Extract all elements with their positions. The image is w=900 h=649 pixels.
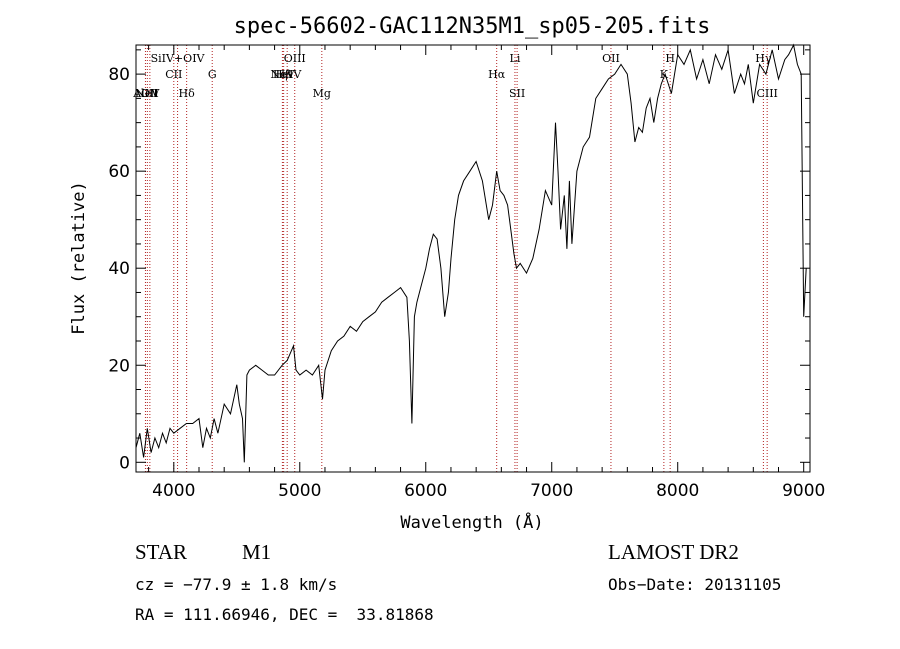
- line-marker-label: Hβ: [276, 68, 292, 81]
- line-marker-label: Hδ: [179, 87, 196, 100]
- line-marker-label: Hγ: [755, 52, 772, 65]
- line-marker-label: H: [665, 52, 675, 65]
- y-tick-label: 40: [108, 259, 130, 279]
- chart-title: spec-56602-GAC112N35M1_sp05-205.fits: [234, 14, 711, 39]
- coordinates-info: RA = 111.66946, DEC = 33.81868: [135, 605, 434, 624]
- y-tick-label: 80: [108, 65, 130, 85]
- line-marker-label: Hα: [488, 68, 506, 81]
- line-marker-label: SII: [509, 87, 525, 100]
- x-tick-label: 9000: [782, 481, 825, 501]
- line-markers: AlIIINeVOIISiIV+OIVCIIHδGOIIINeVHβHeIVMg…: [132, 45, 778, 472]
- y-axis-ticks: 0 20 40 60 80: [108, 49, 810, 473]
- line-marker-label: CIII: [756, 87, 777, 100]
- survey-name: LAMOST DR2: [608, 540, 739, 564]
- y-tick-label: 20: [108, 356, 130, 376]
- x-tick-label: 4000: [152, 481, 195, 501]
- y-axis-title: Flux (relative): [69, 181, 89, 335]
- object-subclass: M1: [242, 540, 272, 564]
- plot-frame: [135, 44, 811, 473]
- object-class: STAR: [135, 540, 187, 564]
- line-marker-label: K: [660, 68, 669, 81]
- x-axis-ticks: 4000 5000 6000 7000 8000 9000: [148, 45, 825, 501]
- line-marker-label: HeIV: [273, 68, 302, 81]
- line-marker-label: CII: [165, 68, 182, 81]
- spectrum-line: [135, 43, 807, 463]
- line-marker-label: Mg: [313, 87, 331, 100]
- line-marker-label: NeV: [270, 68, 295, 81]
- line-marker-label: OIII: [284, 52, 306, 65]
- observation-date: Obs−Date: 20131105: [608, 575, 782, 594]
- line-marker-label: Li: [510, 52, 521, 65]
- y-tick-label: 60: [108, 162, 130, 182]
- x-tick-label: 5000: [278, 481, 321, 501]
- line-marker-label: G: [208, 68, 217, 81]
- x-tick-label: 6000: [404, 481, 447, 501]
- line-marker-label: OII: [141, 87, 159, 100]
- line-marker-label: OII: [602, 52, 620, 65]
- x-tick-label: 8000: [656, 481, 699, 501]
- x-axis-title: Wavelength (Å): [400, 511, 543, 533]
- velocity-info: cz = −77.9 ± 1.8 km/s: [135, 575, 338, 594]
- line-marker-label: NeV: [135, 87, 160, 100]
- y-tick-label: 0: [119, 453, 130, 473]
- line-marker-label: SiIV+OIV: [151, 52, 206, 65]
- x-tick-label: 7000: [530, 481, 573, 501]
- line-marker-label: AlIII: [132, 87, 158, 100]
